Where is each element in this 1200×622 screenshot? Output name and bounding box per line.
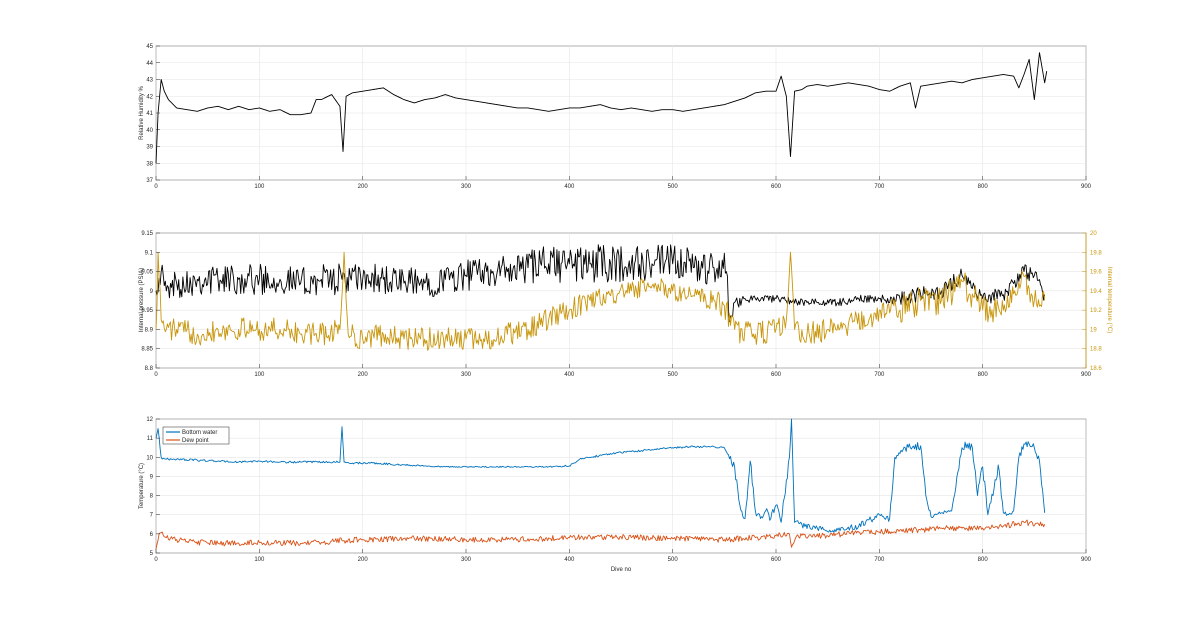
- temperature-x-ticks: 0 100 200 300 400 500 600 700 800 900: [154, 549, 1092, 563]
- x-tick-label: 500: [668, 184, 679, 190]
- temperature-plot-area: [155, 418, 1087, 554]
- right-y-tick-label: 19.6: [1090, 270, 1102, 276]
- y-tick-label: 8: [150, 494, 154, 500]
- temperature-y-ticks: 5 6 7 8 9 10 11 12: [146, 417, 160, 557]
- pressure-x-ticks: 0 100 200 300 400 500 600 700 800 900: [154, 364, 1092, 378]
- y-tick-label: 9.1: [145, 250, 154, 256]
- x-tick-label: 400: [564, 557, 575, 563]
- humidity-panel: 0 100 200 300 400 500 600 700 800 900 37 38 39 40 41 4…: [139, 44, 1092, 190]
- y-tick-label: 12: [146, 417, 153, 423]
- y-tick-label: 43: [146, 78, 153, 84]
- x-tick-label: 800: [978, 557, 989, 563]
- temperature-panel: 0 100 200 300 400 500 600 700 800 900 5 6 7 8 9 10 11 12…: [139, 417, 1092, 573]
- humidity-series-group: [155, 52, 1048, 164]
- y-tick-label: 8.9: [145, 327, 154, 333]
- x-tick-label: 0: [154, 372, 158, 378]
- humidity-x-ticks: 0 100 200 300 400 500 600 700 800 900: [154, 176, 1092, 190]
- x-tick-label: 600: [771, 372, 782, 378]
- x-tick-label: 400: [564, 372, 575, 378]
- y-tick-label: 45: [146, 44, 153, 50]
- x-tick-label: 500: [668, 372, 679, 378]
- legend: Bottom water Dew point: [162, 426, 230, 445]
- y-tick-label: 9: [150, 289, 154, 295]
- x-tick-label: 300: [461, 184, 472, 190]
- x-tick-label: 900: [1081, 184, 1092, 190]
- x-tick-label: 100: [254, 557, 265, 563]
- x-tick-label: 700: [874, 372, 885, 378]
- y-tick-label: 5: [150, 551, 154, 557]
- x-tick-label: 200: [358, 184, 369, 190]
- humidity-y-axis-label: Relative Humidity %: [139, 85, 145, 139]
- x-tick-label: 0: [154, 557, 158, 563]
- x-tick-label: 200: [358, 372, 369, 378]
- x-tick-label: 700: [874, 557, 885, 563]
- x-tick-label: 900: [1081, 557, 1092, 563]
- series-line-dew-point: [155, 519, 1046, 550]
- x-tick-label: 300: [461, 372, 472, 378]
- y-tick-label: 8.85: [141, 347, 153, 353]
- temperature-y-axis-label: Temperature (°C): [139, 463, 145, 509]
- x-tick-label: 100: [254, 372, 265, 378]
- x-tick-label: 700: [874, 184, 885, 190]
- y-tick-label: 41: [146, 111, 153, 117]
- x-tick-label: 800: [978, 372, 989, 378]
- pressure-y-ticks: 8.8 8.85 8.9 8.95 9 9.05 9.1 9.15: [141, 231, 160, 372]
- pressure-grid: [155, 232, 1087, 369]
- right-y-tick-label: 19: [1090, 327, 1097, 333]
- x-axis-label: Dive no: [611, 567, 632, 573]
- series-line-panel2-2: [155, 251, 1046, 351]
- right-y-tick-label: 19.4: [1090, 289, 1102, 295]
- x-tick-label: 100: [254, 184, 265, 190]
- right-y-tick-label: 19.8: [1090, 250, 1102, 256]
- y-tick-label: 39: [146, 145, 153, 151]
- humidity-grid: [155, 45, 1087, 181]
- series-line-panel1-1: [155, 52, 1048, 164]
- x-tick-label: 300: [461, 557, 472, 563]
- y-tick-label: 44: [146, 61, 153, 67]
- y-tick-label: 9.15: [141, 231, 153, 237]
- pressure-series-group: [155, 244, 1046, 351]
- series-line-panel2-1: [155, 244, 1046, 323]
- y-tick-label: 11: [147, 436, 154, 442]
- y-tick-label: 8.95: [141, 308, 153, 314]
- x-tick-label: 600: [771, 184, 782, 190]
- y-tick-label: 42: [146, 94, 153, 100]
- legend-label-bottom-water: Bottom water: [182, 430, 217, 436]
- pressure-panel: 0 100 200 300 400 500 600 700 800 900 8.88.858.98…: [139, 231, 1112, 378]
- y-tick-label: 40: [146, 128, 153, 134]
- x-tick-label: 200: [358, 557, 369, 563]
- x-tick-label: 900: [1081, 372, 1092, 378]
- y-tick-label: 9.05: [141, 270, 153, 276]
- internal-temperature-y-axis-label: Internal temperature (°C): [1106, 267, 1112, 333]
- right-y-tick-label: 18.8: [1090, 347, 1102, 353]
- temperature-right-y-ticks: 18.6 18.8 19 19.2 19.4 19.6 19.8 20: [1082, 231, 1102, 372]
- right-y-tick-label: 19.2: [1090, 308, 1102, 314]
- humidity-y-ticks: 37 38 39 40 41 42 43 44 45: [146, 44, 160, 184]
- y-tick-label: 10: [146, 455, 153, 461]
- x-tick-label: 0: [154, 184, 158, 190]
- right-y-tick-label: 18.6: [1090, 366, 1102, 372]
- temperature-series-group: [155, 418, 1046, 550]
- pressure-y-axis-label: Internal pressure (PSIA): [139, 268, 145, 332]
- temperature-grid: [155, 418, 1087, 554]
- y-tick-label: 9: [150, 474, 154, 480]
- y-tick-label: 6: [150, 532, 154, 538]
- y-tick-label: 7: [150, 513, 154, 519]
- y-tick-label: 38: [146, 161, 153, 167]
- y-tick-label: 8.8: [145, 366, 154, 372]
- x-tick-label: 500: [668, 557, 679, 563]
- x-tick-label: 800: [978, 184, 989, 190]
- x-tick-label: 400: [564, 184, 575, 190]
- legend-label-dew-point: Dew point: [182, 438, 209, 444]
- x-tick-label: 600: [771, 557, 782, 563]
- y-tick-label: 37: [146, 178, 153, 184]
- right-y-tick-label: 20: [1090, 231, 1097, 237]
- series-line-bottom-water: [155, 418, 1046, 533]
